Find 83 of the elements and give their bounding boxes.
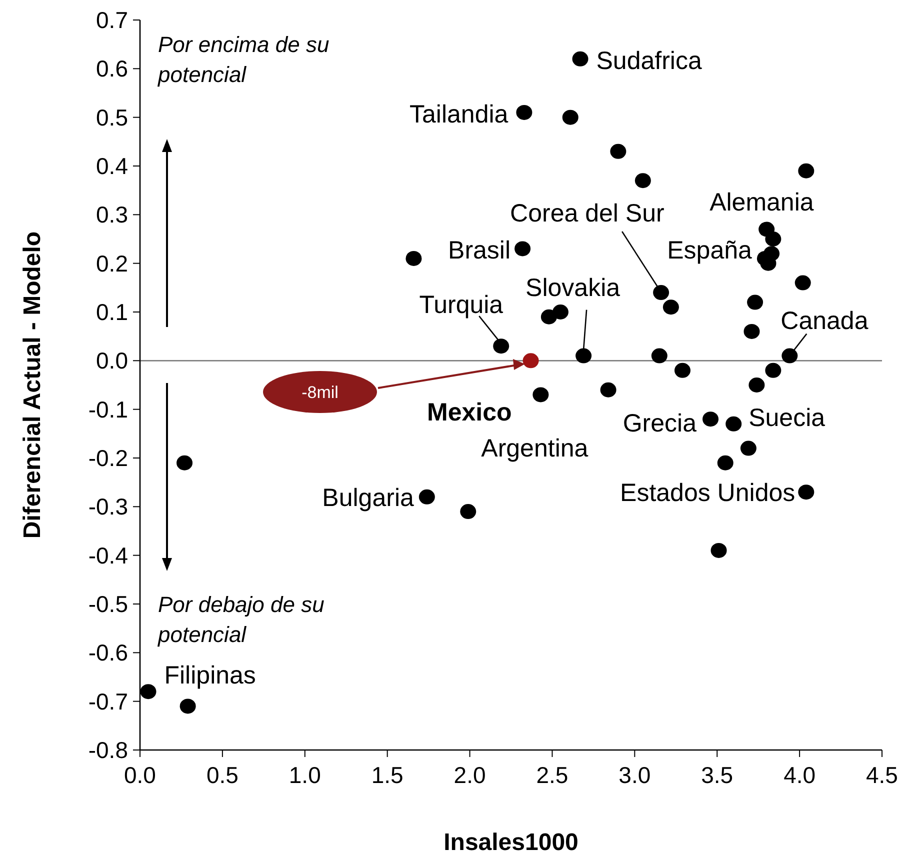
point [600,382,616,398]
annotation: Slovakia [526,274,620,302]
x-tick-label: 2.5 [536,762,568,788]
point [493,338,510,354]
y-tick-label: -0.8 [88,737,128,763]
annotation: -8mil [302,383,338,402]
annotation: Canada [780,306,868,335]
point [562,110,578,125]
point [651,348,668,364]
point [748,378,765,392]
annotation: Mexico [427,398,512,427]
x-tick-label: 1.0 [288,762,321,788]
point [522,353,539,368]
point [744,324,760,339]
x-tick-label: 4.5 [866,762,898,788]
annotation: Bulgaria [322,484,414,512]
point [653,285,670,300]
point [576,348,592,364]
point [782,348,798,364]
point [765,232,782,246]
y-tick-label: 0.1 [96,299,128,325]
point [180,698,196,714]
point [702,412,719,427]
x-tick-label: 4.0 [784,762,816,788]
point [610,144,626,159]
annotation: Tailandia [410,100,508,128]
annotation: Por debajo de su potencial [157,592,324,647]
point [717,455,734,470]
point [572,51,588,66]
y-tick-label: 0.5 [96,104,128,130]
annotation: Argentina [481,434,588,463]
y-tick-label: -0.7 [88,688,128,714]
annotation: Estados Unidos [620,479,796,508]
y-tick-label: -0.5 [88,591,128,617]
y-tick-label: 0.7 [96,7,128,33]
x-tick-label: 0.0 [124,762,156,788]
y-tick-label: -0.4 [88,542,128,568]
x-tick-label: 3.5 [701,762,734,788]
point [798,163,814,178]
x-tick-label: 0.5 [206,762,238,788]
annotation: Alemania [710,188,814,216]
y-tick-label: 0.0 [96,348,128,374]
x-axis-title: Insales1000 [444,829,578,856]
point [140,684,156,700]
y-tick-label: 0.3 [96,202,128,228]
annotation: Suecia [748,404,826,432]
annotation: Por encima de su potencial [157,32,330,87]
annotation: España [667,236,752,264]
y-tick-label: -0.1 [88,396,128,422]
y-tick-label: 0.4 [96,153,128,179]
point [418,489,435,504]
y-tick-label: -0.2 [88,445,128,471]
point [552,304,568,320]
x-tick-label: 1.5 [371,762,404,788]
point [406,250,422,266]
annotation: Turquia [419,291,504,320]
point [726,416,742,432]
point [798,484,814,500]
point [740,440,756,456]
point [514,241,531,256]
point [662,300,679,315]
point [765,362,782,378]
point [710,542,727,558]
point [516,104,532,120]
annotation: Filipinas [164,662,256,690]
point [460,504,476,520]
annotation: Grecia [622,409,697,438]
annotation: Brasil [448,236,511,265]
y-axis-title: Diferencial Actual - Modelo [19,231,46,539]
point [794,275,811,290]
point [747,294,764,310]
point [674,362,690,378]
y-tick-label: -0.6 [88,640,128,666]
annotation: Sudafrica [596,46,702,75]
point [176,455,193,470]
annotation: Corea del Sur [510,200,664,228]
x-tick-label: 3.0 [618,762,651,788]
y-tick-label: -0.3 [88,494,128,520]
y-tick-label: 0.2 [96,250,128,276]
x-tick-label: 2.0 [454,762,486,788]
y-tick-label: 0.6 [96,56,128,82]
point [532,387,549,402]
point [634,173,651,188]
